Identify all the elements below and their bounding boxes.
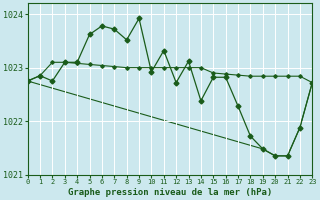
X-axis label: Graphe pression niveau de la mer (hPa): Graphe pression niveau de la mer (hPa) bbox=[68, 188, 272, 197]
